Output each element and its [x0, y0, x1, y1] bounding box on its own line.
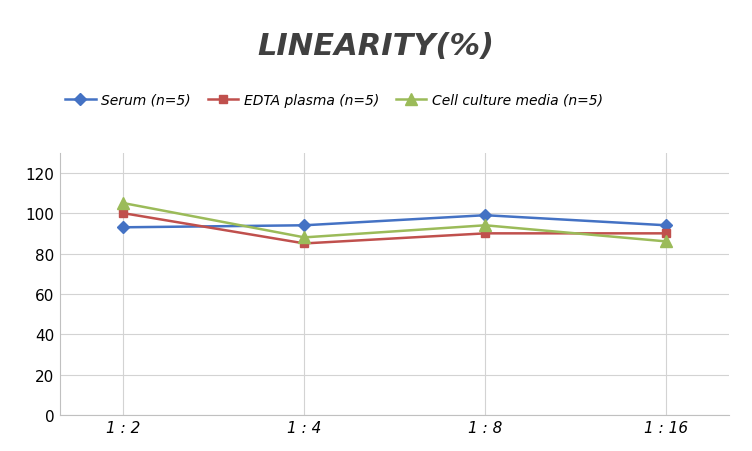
EDTA plasma (n=5): [119, 211, 128, 216]
Line: Serum (n=5): Serum (n=5): [120, 212, 670, 232]
Serum (n=5): [300, 223, 309, 229]
Line: Cell culture media (n=5): Cell culture media (n=5): [118, 198, 672, 248]
Line: EDTA plasma (n=5): EDTA plasma (n=5): [120, 210, 670, 248]
EDTA plasma (n=5): [481, 231, 490, 236]
Serum (n=5): [662, 223, 671, 229]
EDTA plasma (n=5): [662, 231, 671, 236]
Serum (n=5): [481, 213, 490, 218]
Cell culture media (n=5): [662, 239, 671, 244]
Cell culture media (n=5): [119, 201, 128, 207]
Text: LINEARITY(%): LINEARITY(%): [257, 32, 495, 60]
Serum (n=5): [119, 225, 128, 230]
EDTA plasma (n=5): [300, 241, 309, 247]
Legend: Serum (n=5), EDTA plasma (n=5), Cell culture media (n=5): Serum (n=5), EDTA plasma (n=5), Cell cul…: [59, 88, 608, 113]
Cell culture media (n=5): [481, 223, 490, 229]
Cell culture media (n=5): [300, 235, 309, 240]
